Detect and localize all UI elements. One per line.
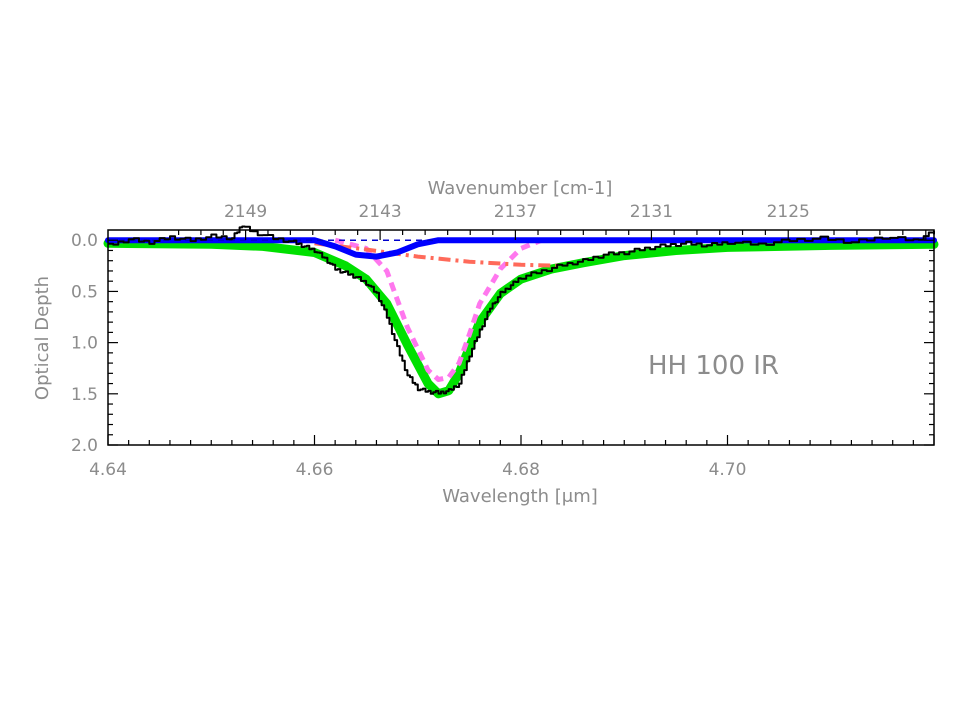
ticks-layer xyxy=(107,230,935,446)
series-line-black-observed xyxy=(108,225,935,395)
top-tick-label: 2143 xyxy=(358,202,401,222)
series-line-green-thick xyxy=(103,238,939,399)
y-tick-label: 0.0 xyxy=(71,231,98,251)
object-name-annotation: HH 100 IR xyxy=(648,351,779,381)
series-line-magenta-dashed xyxy=(334,237,543,382)
y-tick-label: 0.5 xyxy=(71,282,98,302)
y-tick-label: 1.0 xyxy=(71,334,98,354)
top-tick-label: 2125 xyxy=(767,202,810,222)
series-line-blue-thick xyxy=(105,237,937,260)
x-tick-label: 4.64 xyxy=(89,460,127,480)
curves-layer xyxy=(103,225,939,399)
y-axis-title: Optical Depth xyxy=(32,276,53,400)
labels-layer: 4.64 4.66 4.68 4.70 2149 2143 2137 2131 2125 0.0 0… xyxy=(71,202,810,480)
series-line-salmon-dashdot xyxy=(314,241,563,268)
top-axis-title: Wavenumber [cm-1] xyxy=(428,178,613,199)
top-tick-label: 2149 xyxy=(224,202,267,222)
y-tick-label: 1.5 xyxy=(71,385,98,405)
top-tick-label: 2131 xyxy=(630,202,673,222)
y-tick-label: 2.0 xyxy=(71,436,98,456)
x-tick-label: 4.66 xyxy=(296,460,334,480)
x-tick-label: 4.70 xyxy=(709,460,747,480)
top-tick-label: 2137 xyxy=(494,202,537,222)
x-tick-label: 4.68 xyxy=(502,460,540,480)
x-axis-title: Wavelength [μm] xyxy=(442,486,598,507)
